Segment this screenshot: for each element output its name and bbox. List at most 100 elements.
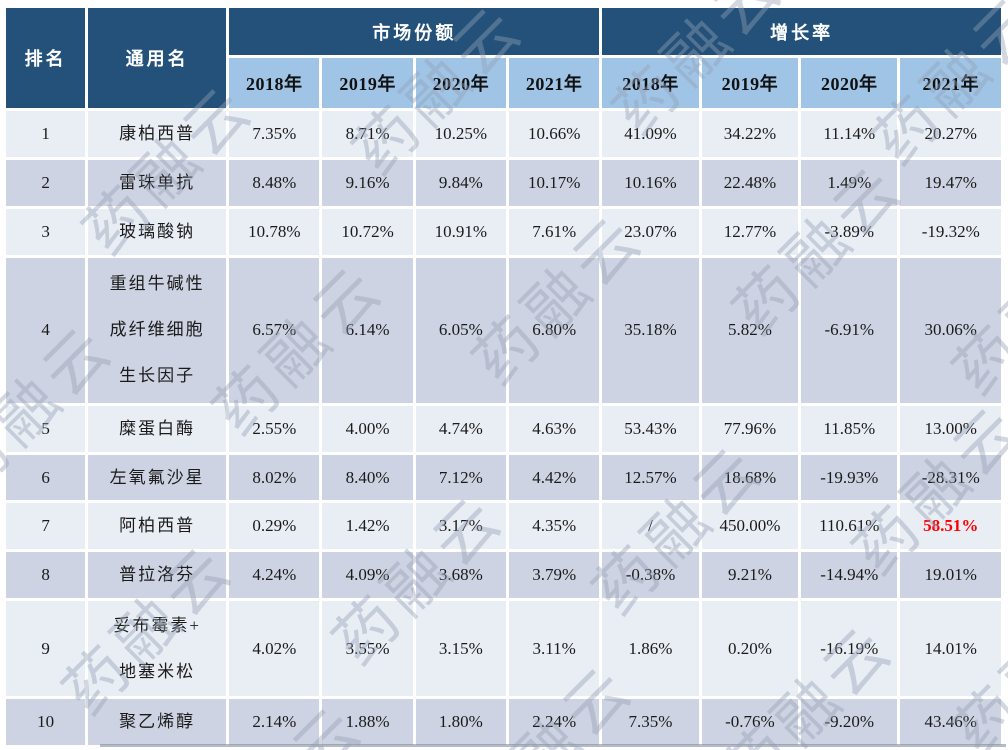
market-share-cell: 10.91% bbox=[415, 208, 507, 255]
table-row: 2 雷珠单抗 8.48% 9.16% 9.84% 10.17% 10.16% 22.48% 1.… bbox=[6, 159, 1001, 206]
rank-cell: 5 bbox=[6, 405, 86, 452]
rank-cell: 6 bbox=[6, 454, 86, 501]
market-share-cell: 3.15% bbox=[415, 601, 507, 697]
market-share-cell: 9.16% bbox=[322, 159, 413, 206]
name-cell: 糜蛋白酶 bbox=[88, 405, 227, 452]
growth-rate-cell: 41.09% bbox=[602, 111, 699, 157]
table-row: 7 阿柏西普 0.29% 1.42% 3.17% 4.35%/450.00% 110.61%… bbox=[6, 503, 1001, 550]
growth-rate-cell: 110.61% bbox=[801, 503, 898, 550]
market-share-cell: 8.71% bbox=[322, 111, 413, 157]
rank-cell: 8 bbox=[6, 552, 86, 599]
table-row: 6 左氧氟沙星 8.02% 8.40% 7.12% 4.42% 12.57% 18.68% -1… bbox=[6, 454, 1001, 501]
market-share-cell: 2.24% bbox=[509, 699, 600, 746]
market-share-cell: 6.80% bbox=[509, 257, 600, 403]
growth-rate-cell: 10.16% bbox=[602, 159, 699, 206]
name-cell: 左氧氟沙星 bbox=[88, 454, 227, 501]
growth-rate-cell: 77.96% bbox=[701, 405, 799, 452]
year-header-cell: 2018年 bbox=[602, 58, 699, 108]
growth-rate-cell: 18.68% bbox=[701, 454, 799, 501]
growth-rate-cell: 11.14% bbox=[801, 111, 898, 157]
market-share-cell: 1.88% bbox=[322, 699, 413, 746]
market-share-cell: 4.09% bbox=[322, 552, 413, 599]
growth-rate-cell: -3.89% bbox=[801, 208, 898, 255]
market-share-cell: 3.68% bbox=[415, 552, 507, 599]
year-header-cell: 2018年 bbox=[229, 58, 320, 108]
header-year-row: 2018年 2019年 2020年 2021年 2018年 2019年 2020… bbox=[6, 58, 1001, 108]
growth-rate-cell: -28.31% bbox=[900, 454, 1001, 501]
market-share-cell: 10.66% bbox=[509, 111, 600, 157]
market-share-cell: 8.48% bbox=[229, 159, 320, 206]
name-cell: 普拉洛芬 bbox=[88, 552, 227, 599]
growth-rate-cell: 7.35% bbox=[602, 699, 699, 746]
growth-rate-cell: 1.49% bbox=[801, 159, 898, 206]
market-share-cell: 4.74% bbox=[415, 405, 507, 452]
growth-rate-cell: -19.93% bbox=[801, 454, 898, 501]
growth-rate-cell: 0.20% bbox=[701, 601, 799, 697]
market-share-cell: 4.42% bbox=[509, 454, 600, 501]
growth-rate-group-header: 增长率 bbox=[602, 8, 1001, 55]
growth-rate-cell: 1.86% bbox=[602, 601, 699, 697]
growth-rate-cell: -14.94% bbox=[801, 552, 898, 599]
growth-rate-cell: 14.01% bbox=[900, 601, 1001, 697]
header-group-row: 排名 通用名 市场份额 增长率 bbox=[6, 8, 1001, 108]
table-row: 5 糜蛋白酶 2.55% 4.00% 4.74% 4.63% 53.43% 77.96% 11.… bbox=[6, 405, 1001, 452]
market-share-cell: 2.14% bbox=[229, 699, 320, 746]
table-bottom-edge-line bbox=[100, 744, 1006, 747]
growth-rate-cell: -9.20% bbox=[801, 699, 898, 746]
year-header-cell: 2020年 bbox=[801, 58, 898, 108]
table-row: 8 普拉洛芬 4.24% 4.09% 3.68% 3.79% -0.38% 9.21% -14.… bbox=[6, 552, 1001, 599]
market-share-cell: 4.35% bbox=[509, 503, 600, 550]
rank-cell: 4 bbox=[6, 257, 86, 403]
name-cell: 重组牛碱性 成纤维细胞 生长因子 bbox=[88, 257, 227, 403]
growth-rate-cell: 34.22% bbox=[701, 111, 799, 157]
growth-rate-cell: 19.47% bbox=[900, 159, 1001, 206]
growth-rate-cell: -0.76% bbox=[701, 699, 799, 746]
growth-rate-cell: 35.18% bbox=[602, 257, 699, 403]
table-row: 3 玻璃酸钠 10.78% 10.72% 10.91% 7.61% 23.07% 12.77%… bbox=[6, 208, 1001, 255]
growth-rate-cell: -6.91% bbox=[801, 257, 898, 403]
rank-header-cell: 排名 bbox=[6, 8, 86, 108]
name-cell: 阿柏西普 bbox=[88, 503, 227, 550]
year-header-cell: 2019年 bbox=[701, 58, 799, 108]
growth-rate-cell: -19.32% bbox=[900, 208, 1001, 255]
market-share-cell: 0.29% bbox=[229, 503, 320, 550]
growth-rate-cell: 12.57% bbox=[602, 454, 699, 501]
growth-rate-cell: 11.85% bbox=[801, 405, 898, 452]
market-share-cell: 3.55% bbox=[322, 601, 413, 697]
growth-rate-cell: 13.00% bbox=[900, 405, 1001, 452]
growth-rate-cell: 30.06% bbox=[900, 257, 1001, 403]
growth-rate-cell: 43.46% bbox=[900, 699, 1001, 746]
rank-cell: 1 bbox=[6, 111, 86, 157]
name-cell: 妥布霉素+ 地塞米松 bbox=[88, 601, 227, 697]
market-share-group-header: 市场份额 bbox=[229, 8, 600, 55]
market-share-cell: 7.35% bbox=[229, 111, 320, 157]
year-header-cell: 2020年 bbox=[415, 58, 507, 108]
year-header-cell: 2019年 bbox=[322, 58, 413, 108]
market-share-cell: 10.78% bbox=[229, 208, 320, 255]
market-share-cell: 1.80% bbox=[415, 699, 507, 746]
year-header-cell: 2021年 bbox=[900, 58, 1001, 108]
growth-rate-cell: 53.43% bbox=[602, 405, 699, 452]
growth-rate-cell: / bbox=[602, 503, 699, 550]
rank-cell: 2 bbox=[6, 159, 86, 206]
growth-rate-cell: 20.27% bbox=[900, 111, 1001, 157]
market-share-cell: 4.24% bbox=[229, 552, 320, 599]
growth-rate-cell: 23.07% bbox=[602, 208, 699, 255]
market-share-cell: 10.25% bbox=[415, 111, 507, 157]
growth-rate-cell: -0.38% bbox=[602, 552, 699, 599]
market-share-cell: 4.63% bbox=[509, 405, 600, 452]
name-header-cell: 通用名 bbox=[88, 8, 227, 108]
name-cell: 聚乙烯醇 bbox=[88, 699, 227, 746]
table-row: 1 康柏西普 7.35% 8.71% 10.25% 10.66% 41.09% 34.22% 1… bbox=[6, 111, 1001, 157]
growth-rate-cell: 12.77% bbox=[701, 208, 799, 255]
market-share-cell: 9.84% bbox=[415, 159, 507, 206]
market-share-cell: 8.02% bbox=[229, 454, 320, 501]
market-share-cell: 7.12% bbox=[415, 454, 507, 501]
year-header-cell: 2021年 bbox=[509, 58, 600, 108]
market-share-cell: 1.42% bbox=[322, 503, 413, 550]
market-share-cell: 4.00% bbox=[322, 405, 413, 452]
drug-market-share-table: 排名 通用名 市场份额 增长率 2018年 2019年 2020年 2021年 … bbox=[3, 5, 1004, 748]
rank-cell: 7 bbox=[6, 503, 86, 550]
table-body: 1 康柏西普 7.35% 8.71% 10.25% 10.66% 41.09% 34.22% 1… bbox=[6, 111, 1001, 746]
